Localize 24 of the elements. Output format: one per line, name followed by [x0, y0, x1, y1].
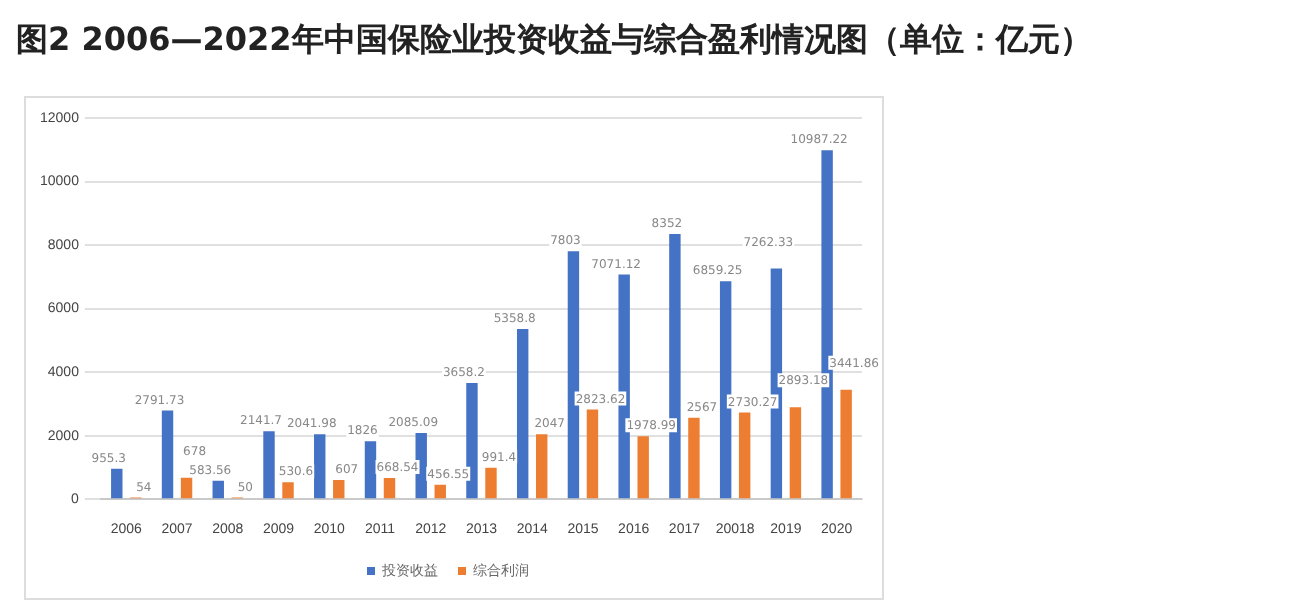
bar	[738, 412, 751, 499]
bar	[586, 409, 599, 499]
bar	[180, 477, 193, 499]
bar	[333, 479, 345, 499]
chart-title: 图2 2006—2022年中国保险业投资收益与综合盈利情况图（单位：亿元）	[16, 20, 1092, 62]
bar	[282, 482, 294, 499]
bar	[567, 251, 580, 499]
bar	[111, 468, 123, 499]
bar	[536, 434, 548, 499]
bar	[383, 477, 396, 499]
bar	[434, 484, 446, 499]
bar	[840, 389, 852, 499]
bar	[466, 382, 478, 499]
bar	[161, 410, 174, 499]
bar	[719, 281, 732, 499]
bar	[516, 328, 529, 499]
bar	[364, 441, 377, 499]
bar	[485, 467, 497, 499]
bar	[789, 407, 802, 499]
bar	[637, 436, 649, 499]
bar	[688, 417, 700, 499]
bar	[314, 434, 326, 499]
bar	[212, 480, 224, 499]
bar	[263, 431, 275, 499]
